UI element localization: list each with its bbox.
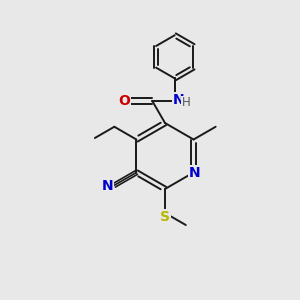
Text: H: H <box>182 96 190 109</box>
Text: S: S <box>160 210 170 224</box>
Text: N: N <box>172 93 184 107</box>
Text: O: O <box>118 94 130 108</box>
Text: N: N <box>102 179 114 193</box>
Text: N: N <box>188 166 200 180</box>
